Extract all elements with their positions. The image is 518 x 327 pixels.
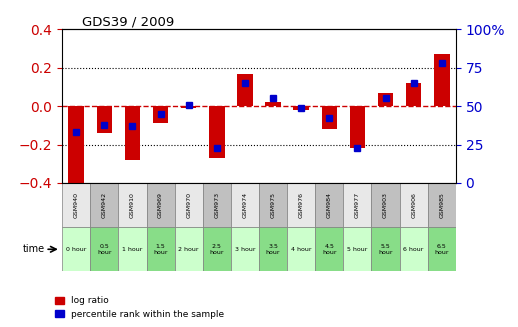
Text: GSM977: GSM977: [355, 192, 360, 218]
Text: 6 hour: 6 hour: [404, 247, 424, 252]
Bar: [259, 227, 287, 271]
Bar: [428, 183, 456, 227]
Bar: [237, 74, 253, 106]
Bar: [90, 183, 119, 227]
Legend: log ratio, percentile rank within the sample: log ratio, percentile rank within the sa…: [51, 293, 228, 322]
Bar: [175, 183, 203, 227]
Bar: [287, 183, 315, 227]
Text: time: time: [23, 244, 45, 254]
Bar: [315, 227, 343, 271]
Bar: [62, 183, 90, 227]
Text: 4.5
hour: 4.5 hour: [322, 244, 337, 255]
Text: GSM910: GSM910: [130, 192, 135, 218]
Text: GSM906: GSM906: [411, 192, 416, 218]
Bar: [434, 54, 450, 106]
Bar: [209, 106, 224, 158]
Bar: [265, 102, 281, 106]
Text: 5.5
hour: 5.5 hour: [378, 244, 393, 255]
Text: GDS39 / 2009: GDS39 / 2009: [82, 15, 174, 28]
Bar: [399, 183, 428, 227]
Bar: [287, 227, 315, 271]
Bar: [343, 183, 371, 227]
Text: GSM975: GSM975: [270, 192, 276, 218]
Bar: [428, 227, 456, 271]
Bar: [378, 93, 393, 106]
Text: 3 hour: 3 hour: [235, 247, 255, 252]
Bar: [322, 106, 337, 129]
Text: GSM942: GSM942: [102, 192, 107, 218]
Bar: [315, 183, 343, 227]
Bar: [68, 106, 84, 183]
Text: 0.5
hour: 0.5 hour: [97, 244, 111, 255]
Bar: [371, 183, 399, 227]
Bar: [259, 183, 287, 227]
Bar: [371, 227, 399, 271]
Bar: [406, 83, 421, 106]
Text: 1 hour: 1 hour: [122, 247, 142, 252]
Text: GSM970: GSM970: [186, 192, 191, 218]
Text: 5 hour: 5 hour: [347, 247, 368, 252]
Bar: [119, 227, 147, 271]
Bar: [181, 106, 196, 108]
Text: 3.5
hour: 3.5 hour: [266, 244, 280, 255]
Bar: [119, 183, 147, 227]
Bar: [343, 227, 371, 271]
Bar: [231, 227, 259, 271]
Bar: [203, 227, 231, 271]
Text: GSM903: GSM903: [383, 192, 388, 218]
Text: GSM973: GSM973: [214, 192, 219, 218]
Bar: [153, 106, 168, 123]
Bar: [125, 106, 140, 160]
Text: 2.5
hour: 2.5 hour: [210, 244, 224, 255]
Bar: [293, 106, 309, 110]
Text: 2 hour: 2 hour: [178, 247, 199, 252]
Text: GSM974: GSM974: [242, 192, 248, 218]
Text: GSM984: GSM984: [327, 192, 332, 218]
Text: 6.5
hour: 6.5 hour: [435, 244, 449, 255]
Text: GSM976: GSM976: [299, 192, 304, 218]
Bar: [231, 183, 259, 227]
Bar: [62, 227, 90, 271]
Text: 1.5
hour: 1.5 hour: [153, 244, 168, 255]
Text: 4 hour: 4 hour: [291, 247, 311, 252]
Text: 0 hour: 0 hour: [66, 247, 87, 252]
Bar: [350, 106, 365, 148]
Bar: [96, 106, 112, 133]
Bar: [147, 183, 175, 227]
Bar: [147, 227, 175, 271]
Bar: [90, 227, 119, 271]
Text: GSM969: GSM969: [158, 192, 163, 218]
Bar: [203, 183, 231, 227]
Text: GSM940: GSM940: [74, 192, 79, 218]
Bar: [399, 227, 428, 271]
Bar: [175, 227, 203, 271]
Text: GSM985: GSM985: [439, 192, 444, 218]
